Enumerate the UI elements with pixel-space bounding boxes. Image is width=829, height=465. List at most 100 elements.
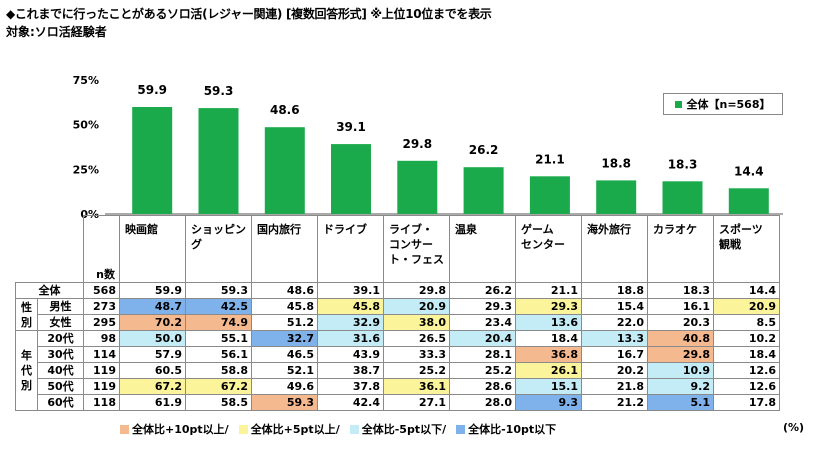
table-cell: 25.2 xyxy=(383,362,450,379)
table-cell: 38.0 xyxy=(383,314,450,331)
category-header: 国内旅行 xyxy=(251,215,318,283)
table-cell: 5.1 xyxy=(647,394,714,411)
table-cell: 20.4 xyxy=(449,330,516,347)
table-cell: 20.9 xyxy=(383,298,450,315)
table-cell: 38.7 xyxy=(317,362,384,379)
bar xyxy=(529,176,570,214)
table-cell: 10.2 xyxy=(713,330,780,347)
bar-value-label: 29.8 xyxy=(402,137,432,151)
bar xyxy=(264,127,305,214)
table-cell: 16.1 xyxy=(647,298,714,315)
bar xyxy=(463,167,504,214)
y-tick-label: 50% xyxy=(73,119,99,132)
highlight-legend-label: 全体比-5pt以下/ xyxy=(361,423,447,436)
table-cell: 22.0 xyxy=(581,314,648,331)
table-cell: 9.3 xyxy=(515,394,582,411)
table-cell: 25.2 xyxy=(449,362,516,379)
table-row: 女性 295 70.2 74.9 51.2 32.9 38.0 23.4 13.6 22.0 20.… xyxy=(16,314,780,331)
table-cell: 20.3 xyxy=(647,314,714,331)
table-cell: 20.2 xyxy=(581,362,648,379)
table-cell: 55.1 xyxy=(185,330,252,347)
row-label: 40代 xyxy=(37,362,84,379)
table-cell: 67.2 xyxy=(185,378,252,395)
chart-title: ◆これまでに行ったことがあるソロ活(レジャー関連) [複数回答形式] ※上位10… xyxy=(6,7,492,21)
table-cell: 40.8 xyxy=(647,330,714,347)
row-n: 568 xyxy=(83,282,120,299)
table-cell: 51.2 xyxy=(251,314,318,331)
table-cell: 21.2 xyxy=(581,394,648,411)
table-cell: 57.9 xyxy=(119,346,186,363)
bar-value-label: 26.2 xyxy=(469,143,499,157)
table-cell: 29.8 xyxy=(647,346,714,363)
n-header: n数 xyxy=(83,215,120,283)
highlight-legend-label: 全体比+5pt以上/ xyxy=(250,423,340,436)
legend-label: 全体【n=568】 xyxy=(686,98,771,111)
row-n: 114 xyxy=(83,346,120,363)
bar-series: 59.9 59.3 48.6 39.1 29.8 26.2 21.1 18.8 18.3 14.4 xyxy=(132,83,769,214)
bar-value-label: 48.6 xyxy=(270,103,300,117)
bar-value-label: 18.8 xyxy=(601,156,631,170)
table-cell: 59.3 xyxy=(185,282,252,299)
table-cell: 56.1 xyxy=(185,346,252,363)
bar-chart: 0%25%50%75% 59.9 59.348.639.129.8 26.221.1… xyxy=(73,74,783,220)
bar xyxy=(662,181,703,214)
row-n: 118 xyxy=(83,394,120,411)
table-row: 年代別 20代 98 50.0 55.1 32.7 31.6 26.5 20.4 18.4 13.3… xyxy=(15,330,780,411)
table-cell: 74.9 xyxy=(185,314,252,331)
highlight-legend-label: 全体比+10pt以上/ xyxy=(132,423,229,436)
category-header: 海外旅行 xyxy=(581,215,648,283)
y-tick-label: 75% xyxy=(73,74,99,87)
bar xyxy=(331,144,371,214)
chart-subtitle: 対象:ソロ活経験者 xyxy=(6,25,107,39)
row-label: 30代 xyxy=(37,346,84,363)
table-row: 40代 119 60.5 58.8 52.1 38.7 25.2 25.2 26.1 20.2 10… xyxy=(16,362,780,379)
table-cell: 29.3 xyxy=(515,298,582,315)
bar xyxy=(132,107,173,214)
table-cell: 18.4 xyxy=(713,346,780,363)
table-cell: 18.3 xyxy=(647,282,714,299)
table-cell: 16.7 xyxy=(581,346,648,363)
bar xyxy=(728,188,769,214)
table-cell: 8.5 xyxy=(713,314,780,331)
bar-value-label: 14.4 xyxy=(734,164,764,178)
table-cell: 21.1 xyxy=(515,282,582,299)
category-header: ドライブ xyxy=(317,215,384,283)
bar-value-label: 21.1 xyxy=(535,152,565,166)
table-cell: 37.8 xyxy=(317,378,384,395)
table-cell: 48.6 xyxy=(251,282,318,299)
table-cell: 13.3 xyxy=(581,330,648,347)
table-cell: 67.2 xyxy=(119,378,186,395)
table-cell: 14.4 xyxy=(713,282,780,299)
table-cell: 42.4 xyxy=(317,394,384,411)
table-cell: 59.3 xyxy=(251,394,318,411)
row-n: 98 xyxy=(83,330,120,347)
table-cell: 60.5 xyxy=(119,362,186,379)
table-cell: 13.6 xyxy=(515,314,582,331)
row-label: 50代 xyxy=(37,378,84,395)
category-header: 映画館 xyxy=(119,215,186,283)
legend-swatch xyxy=(675,100,683,108)
table-cell: 26.2 xyxy=(449,282,516,299)
row-n: 273 xyxy=(83,298,120,315)
bar-value-label: 39.1 xyxy=(336,120,366,134)
highlight-legend-item: 全体比-5pt以下/ xyxy=(349,421,447,437)
table-cell: 10.9 xyxy=(647,362,714,379)
table-cell: 50.0 xyxy=(119,330,186,347)
table-cell: 29.3 xyxy=(449,298,516,315)
table-cell: 26.1 xyxy=(515,362,582,379)
table-row: 性別男性 273 48.7 42.5 45.8 45.8 20.9 29.3 29.3 15.4 1… xyxy=(15,298,780,331)
table-cell: 28.1 xyxy=(449,346,516,363)
table-cell: 48.7 xyxy=(119,298,186,315)
table-cell: 45.8 xyxy=(251,298,318,315)
table-row: 60代 118 61.9 58.5 59.3 42.4 27.1 28.0 9.3 21.2 5.1… xyxy=(16,394,780,411)
category-header: ライブ・ コンサー ト・フェス xyxy=(383,215,450,283)
table-cell: 28.6 xyxy=(449,378,516,395)
y-tick-label: 25% xyxy=(73,163,99,176)
table-cell: 32.9 xyxy=(317,314,384,331)
table-row: 50代 119 67.2 67.2 49.6 37.8 36.1 28.6 15.1 21.8 9.… xyxy=(16,378,780,395)
table-cell: 27.1 xyxy=(383,394,450,411)
table-cell: 26.5 xyxy=(383,330,450,347)
row-n: 119 xyxy=(83,362,120,379)
table-cell: 46.5 xyxy=(251,346,318,363)
row-label: 女性 xyxy=(37,314,84,331)
